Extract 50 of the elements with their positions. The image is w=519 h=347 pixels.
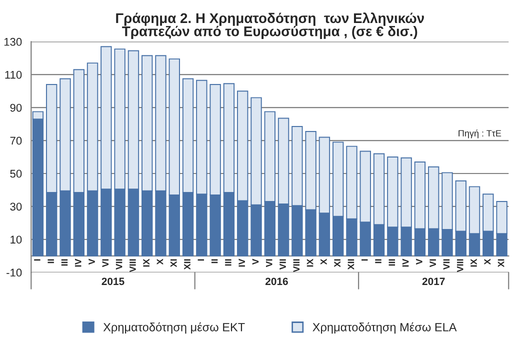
y-tick-label: 50 (10, 170, 22, 178)
x-tick-label: VIII (130, 259, 136, 272)
x-tick-label: I (34, 259, 40, 261)
x-tick-label: II (375, 259, 382, 264)
x-tick-label: VII (280, 259, 286, 270)
x-tick-label: IX (306, 258, 314, 267)
x-tick-label: III (388, 259, 395, 266)
x-tick-label: VI (430, 259, 436, 268)
y-tick-label: 110 (5, 70, 22, 79)
x-tick-label: IX (470, 258, 477, 267)
y-tick-label: -10 (6, 268, 22, 277)
x-tick-label: XI (170, 259, 177, 268)
x-tick-label: VI (102, 259, 109, 268)
x-tick-label: VIII (293, 259, 300, 272)
text: 2017 (422, 278, 445, 286)
x-tick-label: X (156, 258, 164, 265)
chart-title: Γράφημα 2. Η Χρηματοδότηση των Ελληνικών Τραπεζών από το Ευρωσύστημα , (σε € δισ.) (116, 12, 424, 39)
text: 2015 (102, 278, 124, 286)
y-tick-label: 30 (10, 202, 22, 211)
x-tick-label: XII (348, 259, 354, 270)
y-tick-label: 70 (10, 136, 22, 145)
annotation: Πηγή : ΤτΕ (458, 130, 502, 138)
x-tick-label: XI (334, 259, 340, 268)
x-tick-label: XII (184, 259, 190, 270)
x-tick-label: II (211, 259, 218, 264)
x-tick-label: VII (116, 259, 122, 270)
x-tick-label: III (61, 259, 68, 266)
x-tick-label: VIII (456, 259, 464, 272)
x-tick-label: V (252, 258, 259, 265)
x-tick-label: V (416, 258, 422, 265)
x-tick-label: V (88, 258, 95, 265)
x-tick-label: IV (75, 258, 82, 267)
x-tick-label: II (48, 259, 54, 264)
x-tick-label: IV (238, 258, 245, 267)
text: 2016 (265, 278, 288, 286)
x-tick-label: I (362, 259, 368, 261)
y-tick-label: 130 (4, 38, 22, 46)
x-tick-label: VI (266, 259, 272, 268)
legend-label: Χρηματοδότηση μέσω ΕΚΤ (103, 322, 245, 334)
x-tick-label: IV (402, 258, 409, 267)
x-tick-label: XI (498, 259, 504, 268)
x-tick-label: X (320, 258, 327, 265)
x-tick-label: IX (143, 258, 150, 267)
y-tick-label: 90 (10, 104, 22, 112)
y-tick-label: 10 (10, 236, 22, 244)
legend-label: Χρηματοδότηση Μέσω ELA (312, 322, 457, 334)
x-tick-label: III (225, 259, 232, 266)
x-tick-label: VII (443, 259, 450, 270)
x-tick-label: I (198, 259, 204, 261)
x-tick-label: X (484, 258, 490, 265)
